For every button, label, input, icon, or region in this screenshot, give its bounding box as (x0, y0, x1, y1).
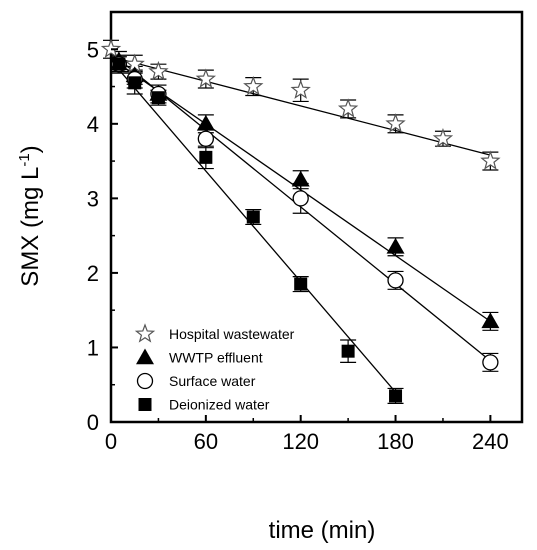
marker-surface-water (482, 354, 499, 371)
marker-hospital-wastewater (243, 75, 264, 96)
legend-label-deionized-water: Deionized water (169, 397, 270, 413)
marker-hospital-wastewater (480, 150, 501, 170)
marker-wwtp-effluent (386, 237, 405, 254)
fit-line-hospital-wastewater (110, 56, 491, 156)
x-axis-title: time (min) (269, 517, 376, 544)
marker-deionized-water (246, 210, 260, 224)
y-tick-label: 0 (87, 410, 99, 435)
y-axis-ticks: 0 1 2 3 4 5 (87, 37, 118, 435)
plot-frame (109, 10, 524, 424)
legend-label-wwtp-effluent: WWTP effluent (169, 350, 263, 366)
marker-hospital-wastewater (290, 79, 311, 99)
legend-marker-hospital-wastewater (134, 323, 156, 343)
marker-deionized-water (112, 57, 126, 71)
x-tick-label: 180 (377, 429, 414, 454)
legend: Hospital wastewater WWTP effluent Surface … (134, 323, 295, 413)
plot-border (109, 10, 524, 424)
marker-surface-water (197, 130, 214, 147)
marker-deionized-water (294, 277, 308, 291)
y-tick-label: 5 (87, 37, 99, 62)
y-axis-title-suffix: ) (17, 145, 44, 153)
y-tick-label: 2 (87, 261, 99, 286)
marker-hospital-wastewater (337, 98, 359, 118)
fit-line-deionized-water (110, 60, 397, 393)
marker-surface-water (292, 190, 309, 207)
marker-wwtp-effluent (196, 114, 215, 131)
fit-lines (110, 52, 491, 393)
marker-deionized-water (128, 76, 142, 90)
marker-wwtp-effluent (481, 312, 500, 329)
y-tick-label: 1 (87, 335, 99, 360)
marker-hospital-wastewater (195, 68, 217, 88)
y-axis-title: SMX (mg L-1) (16, 145, 44, 286)
x-tick-label: 240 (472, 429, 509, 454)
y-axis-title-superscript: -1 (16, 153, 33, 166)
x-tick-label: 120 (282, 429, 319, 454)
marker-deionized-water (151, 91, 165, 105)
marker-hospital-wastewater (385, 113, 406, 133)
marker-hospital-wastewater (432, 128, 454, 148)
legend-marker-deionized-water (138, 398, 152, 411)
x-tick-label: 0 (105, 429, 117, 454)
y-tick-label: 3 (87, 186, 99, 211)
legend-marker-surface-water (136, 372, 154, 390)
marker-deionized-water (389, 389, 403, 403)
legend-label-surface-water: Surface water (169, 373, 256, 389)
legend-marker-wwtp-effluent (136, 348, 154, 365)
legend-label-hospital-wastewater: Hospital wastewater (169, 326, 295, 342)
marker-hospital-wastewater (148, 60, 169, 81)
y-axis-title-main: SMX (mg L (17, 167, 44, 287)
data-markers (100, 38, 501, 403)
marker-wwtp-effluent (291, 170, 310, 187)
x-tick-label: 60 (194, 429, 218, 454)
x-axis-ticks: 0 60 120 180 240 (105, 415, 509, 454)
marker-deionized-water (199, 150, 213, 164)
y-tick-label: 4 (87, 112, 99, 137)
marker-deionized-water (341, 344, 355, 358)
marker-surface-water (387, 272, 404, 289)
